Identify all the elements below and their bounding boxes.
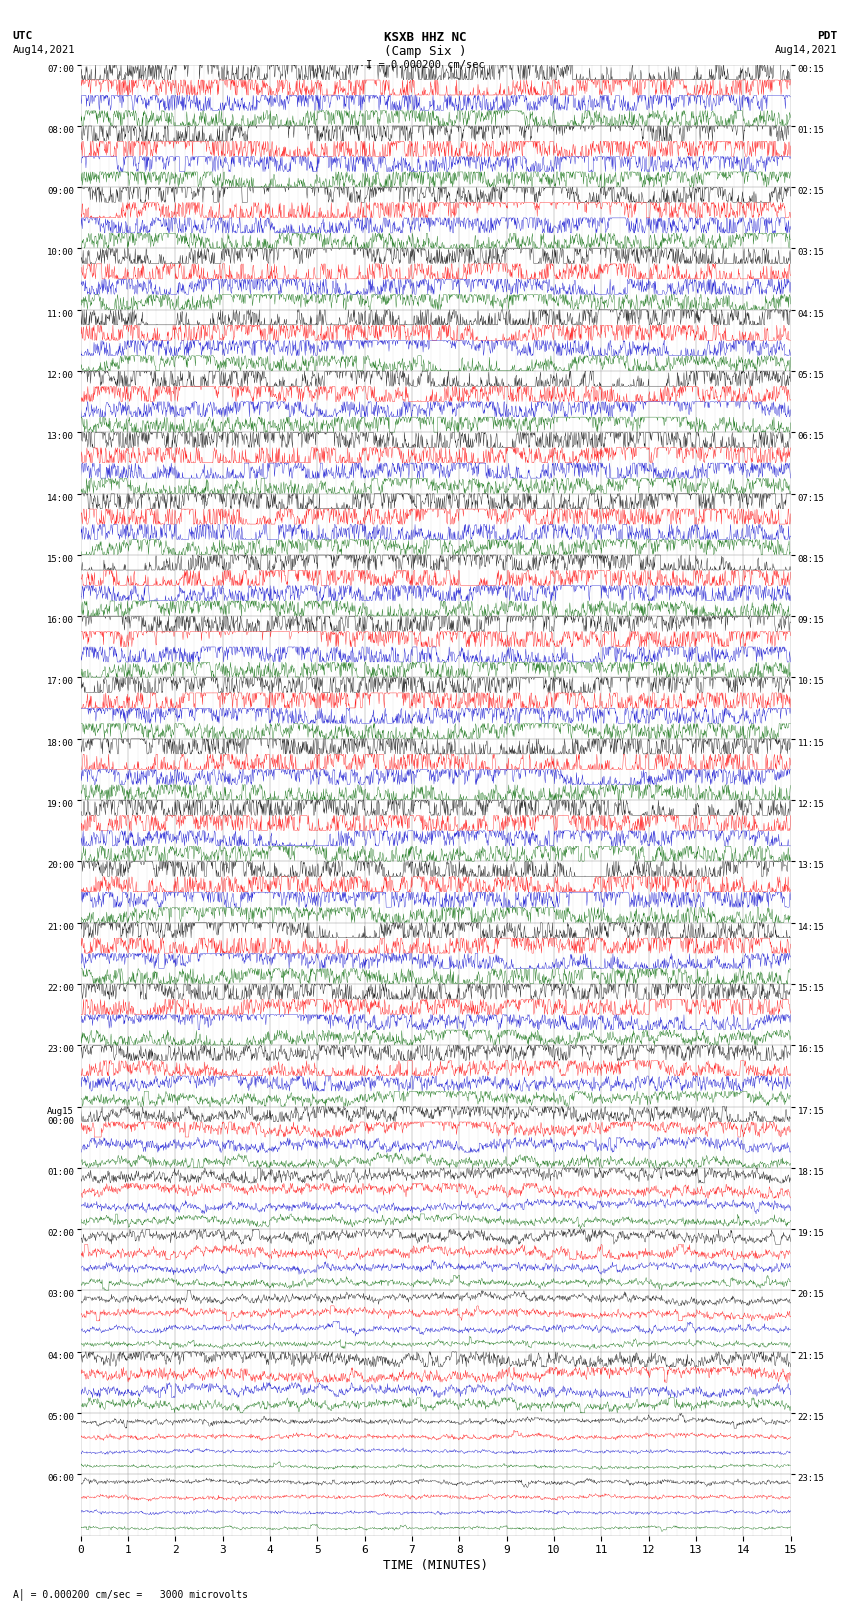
Text: UTC: UTC — [13, 31, 33, 40]
X-axis label: TIME (MINUTES): TIME (MINUTES) — [383, 1560, 488, 1573]
Text: I = 0.000200 cm/sec: I = 0.000200 cm/sec — [366, 60, 484, 69]
Text: A│ = 0.000200 cm/sec =   3000 microvolts: A│ = 0.000200 cm/sec = 3000 microvolts — [13, 1589, 247, 1600]
Text: Aug14,2021: Aug14,2021 — [13, 45, 76, 55]
Text: PDT: PDT — [817, 31, 837, 40]
Text: (Camp Six ): (Camp Six ) — [383, 45, 467, 58]
Text: Aug14,2021: Aug14,2021 — [774, 45, 837, 55]
Text: KSXB HHZ NC: KSXB HHZ NC — [383, 31, 467, 44]
